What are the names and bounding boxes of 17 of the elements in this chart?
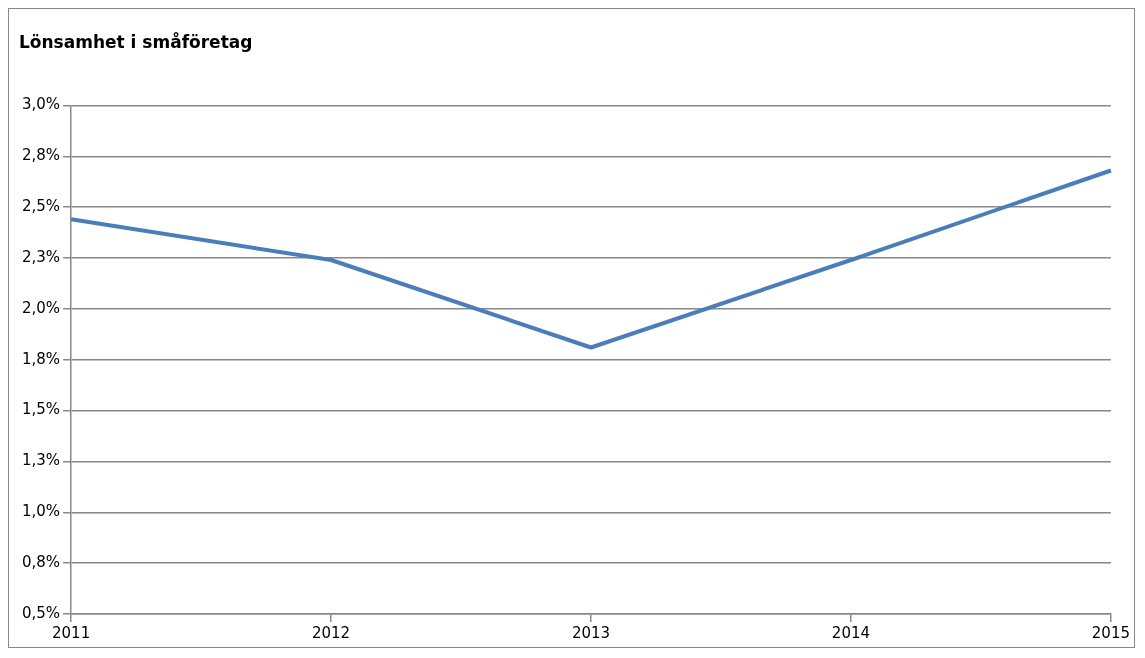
- y-tick-label: 2,3%: [22, 247, 61, 266]
- y-tick-label: 2,0%: [22, 298, 61, 317]
- y-tick-label: 1,5%: [22, 400, 61, 419]
- y-tick-label: 1,0%: [22, 502, 61, 521]
- x-tick-label: 2012: [311, 623, 351, 642]
- y-tick-label: 1,8%: [22, 349, 61, 368]
- y-tick-label: 0,5%: [22, 603, 61, 622]
- y-tick-label: 3,0%: [22, 95, 61, 114]
- x-tick-label: 2015: [1091, 623, 1131, 642]
- y-tick-label: 0,8%: [22, 553, 61, 572]
- x-tick-label: 2014: [831, 623, 871, 642]
- chart-title: Lönsamhet i småföretag: [19, 30, 253, 52]
- y-tick-label: 2,5%: [22, 197, 61, 216]
- x-tick-label: 2011: [52, 623, 91, 642]
- y-tick-label: 2,8%: [22, 146, 61, 165]
- y-tick-label: 1,3%: [22, 451, 61, 470]
- x-tick-label: 2013: [571, 623, 611, 642]
